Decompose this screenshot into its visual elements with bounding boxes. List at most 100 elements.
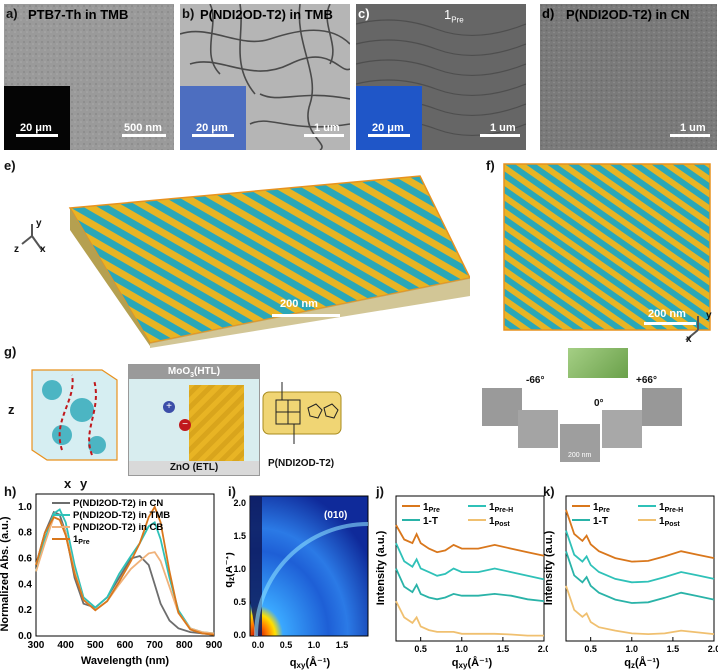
axis-y-g: y bbox=[80, 476, 88, 491]
panel-h-label: h) bbox=[4, 484, 17, 499]
tilt-image-5 bbox=[642, 388, 682, 426]
giwaxs-xtick: 1.0 bbox=[308, 640, 321, 650]
uv-ytick: 1.0 bbox=[18, 502, 32, 513]
series-line-0 bbox=[565, 509, 715, 563]
tilt-left-angle: -66° bbox=[526, 375, 545, 386]
panel-f-label: f) bbox=[486, 158, 495, 173]
outofplane-xlabel: qz(Å⁻¹) bbox=[624, 656, 660, 670]
tilt-right-angle: +66° bbox=[636, 375, 657, 386]
scale-bar-e bbox=[272, 314, 340, 317]
panel-b-title: P(NDI2OD-T2) in TMB bbox=[200, 7, 333, 22]
htl-layer: MoO3(HTL) bbox=[129, 365, 259, 379]
panel-c-label: c) bbox=[358, 6, 370, 21]
x-tick-label: 1.5 bbox=[497, 644, 510, 654]
axes-icon-f bbox=[685, 316, 699, 341]
uv-xtick: 800 bbox=[176, 640, 193, 651]
tem-panel-a: a) PTB7-Th in TMB 20 μm 500 nm bbox=[4, 4, 174, 150]
device-schematic-g: MoO3(HTL) + − ZnO (ETL) bbox=[128, 364, 260, 476]
giwaxs-ylabel: qz(Å⁻¹) bbox=[226, 552, 236, 588]
series-line-2 bbox=[565, 550, 715, 604]
uv-vis-chart: 300 400 500 600 700 800 9000.00.20.40.60.81.0 … bbox=[0, 493, 222, 667]
polymer-name: P(NDI2OD-T2) bbox=[268, 458, 335, 469]
giwaxs-xtick: 0.5 bbox=[280, 640, 293, 650]
panel-c-title: 1Pre bbox=[444, 7, 464, 25]
tilt-image-3 bbox=[560, 424, 600, 462]
panel-d-label: d) bbox=[542, 6, 555, 21]
series-line-3 bbox=[35, 504, 215, 636]
panel-k-label: k) bbox=[543, 484, 555, 499]
scale-a: 500 nm bbox=[124, 122, 162, 134]
scale-bar-c bbox=[480, 134, 520, 137]
inset-scale-bar-a bbox=[16, 134, 58, 137]
tilt-thumbnail bbox=[568, 348, 628, 378]
axes-icon-e bbox=[21, 224, 43, 251]
giwaxs-xlabel: qxy(Å⁻¹) bbox=[290, 656, 331, 670]
x-tick-label: 1.0 bbox=[456, 644, 469, 654]
uv-ytick: 0.8 bbox=[18, 528, 32, 539]
uv-xtick: 600 bbox=[117, 640, 134, 651]
uv-xtick: 400 bbox=[57, 640, 74, 651]
tilt-image-4 bbox=[602, 410, 642, 448]
tomogram-topview-f bbox=[503, 163, 711, 331]
tomogram-3d-e bbox=[68, 175, 470, 348]
k-legend-preh: 1Pre-H bbox=[659, 502, 683, 514]
x-tick-label: 1.5 bbox=[667, 644, 680, 654]
uv-ytick: 0.6 bbox=[18, 554, 32, 565]
scale-bar-b bbox=[304, 134, 344, 137]
inset-scale-b: 20 μm bbox=[196, 122, 228, 134]
panel-g-label: g) bbox=[4, 344, 17, 359]
tilt-image-2 bbox=[518, 410, 558, 448]
j-legend-post: 1Post bbox=[489, 516, 510, 528]
scale-bar-d bbox=[670, 134, 710, 137]
etl-layer: ZnO (ETL) bbox=[129, 461, 259, 475]
series-line-2 bbox=[35, 515, 215, 635]
tilt-scale: 200 nm bbox=[568, 452, 592, 459]
inset-scale-bar-c bbox=[368, 134, 410, 137]
series-line-3 bbox=[565, 585, 715, 636]
series-line-0 bbox=[395, 524, 545, 557]
series-line-2 bbox=[395, 568, 545, 602]
acceptor-stack bbox=[189, 385, 244, 463]
j-legend-t: 1-T bbox=[423, 516, 438, 527]
scale-c: 1 um bbox=[490, 122, 516, 134]
giwaxs-ytick: 2.0 bbox=[233, 498, 246, 508]
tilt-center-angle: 0° bbox=[594, 398, 604, 409]
cube-3d-g bbox=[31, 369, 118, 461]
axis-x-g: x bbox=[64, 476, 72, 491]
giwaxs-xtick: 1.5 bbox=[336, 640, 349, 650]
scale-bar-f bbox=[644, 322, 696, 325]
axis-z-e: z bbox=[14, 244, 19, 255]
panel-e-label: e) bbox=[4, 158, 16, 173]
inset-scale-a: 20 μm bbox=[20, 122, 52, 134]
tem-inset-a bbox=[4, 86, 70, 150]
uv-xtick: 900 bbox=[206, 640, 222, 651]
giwaxs-2d-pattern: (010) 0.0 0.5 1.0 1.5 0.0 0.5 1.0 1.5 2.0 qz(Å⁻¹… bbox=[226, 495, 369, 670]
series-line-1 bbox=[395, 542, 545, 581]
tem-texture-d bbox=[540, 4, 717, 150]
inplane-linecut-chart: 0.5 1.0 1.5 2.0 Intensity (a.u.) qxy(Å⁻¹) 1… bbox=[375, 495, 548, 670]
scale-f: 200 nm bbox=[648, 308, 686, 320]
giwaxs-xtick: 0.0 bbox=[252, 640, 265, 650]
polymer-structure-g bbox=[262, 382, 342, 444]
hole-icon: + bbox=[163, 401, 175, 413]
axis-x-f: x bbox=[686, 334, 692, 345]
scale-d: 1 um bbox=[680, 122, 706, 134]
legend-pre: 1Pre bbox=[73, 534, 90, 546]
k-legend-post: 1Post bbox=[659, 516, 680, 528]
uv-xtick: 500 bbox=[87, 640, 104, 651]
scale-e: 200 nm bbox=[280, 298, 318, 310]
inplane-xlabel: qxy(Å⁻¹) bbox=[452, 656, 493, 670]
electron-icon: − bbox=[179, 419, 191, 431]
outofplane-linecut-chart: 0.5 1.0 1.5 2.0 Intensity (a.u.) qz(Å⁻¹) 1P… bbox=[543, 495, 718, 670]
uv-ytick: 0.0 bbox=[18, 631, 32, 642]
axis-y-e: y bbox=[36, 218, 42, 229]
inset-scale-bar-b bbox=[192, 134, 234, 137]
giwaxs-ytick: 0.5 bbox=[233, 597, 246, 607]
x-tick-label: 1.0 bbox=[626, 644, 639, 654]
k-legend-t: 1-T bbox=[593, 516, 608, 527]
tem-panel-d: d) P(NDI2OD-T2) in CN 1 um bbox=[540, 4, 717, 150]
tem-panel-c: c) 1Pre 20 μm 1 um bbox=[356, 4, 526, 150]
panel-b-label: b) bbox=[182, 6, 195, 21]
x-tick-label: 2.0 bbox=[708, 644, 718, 654]
giwaxs-ytick: 1.5 bbox=[233, 531, 246, 541]
